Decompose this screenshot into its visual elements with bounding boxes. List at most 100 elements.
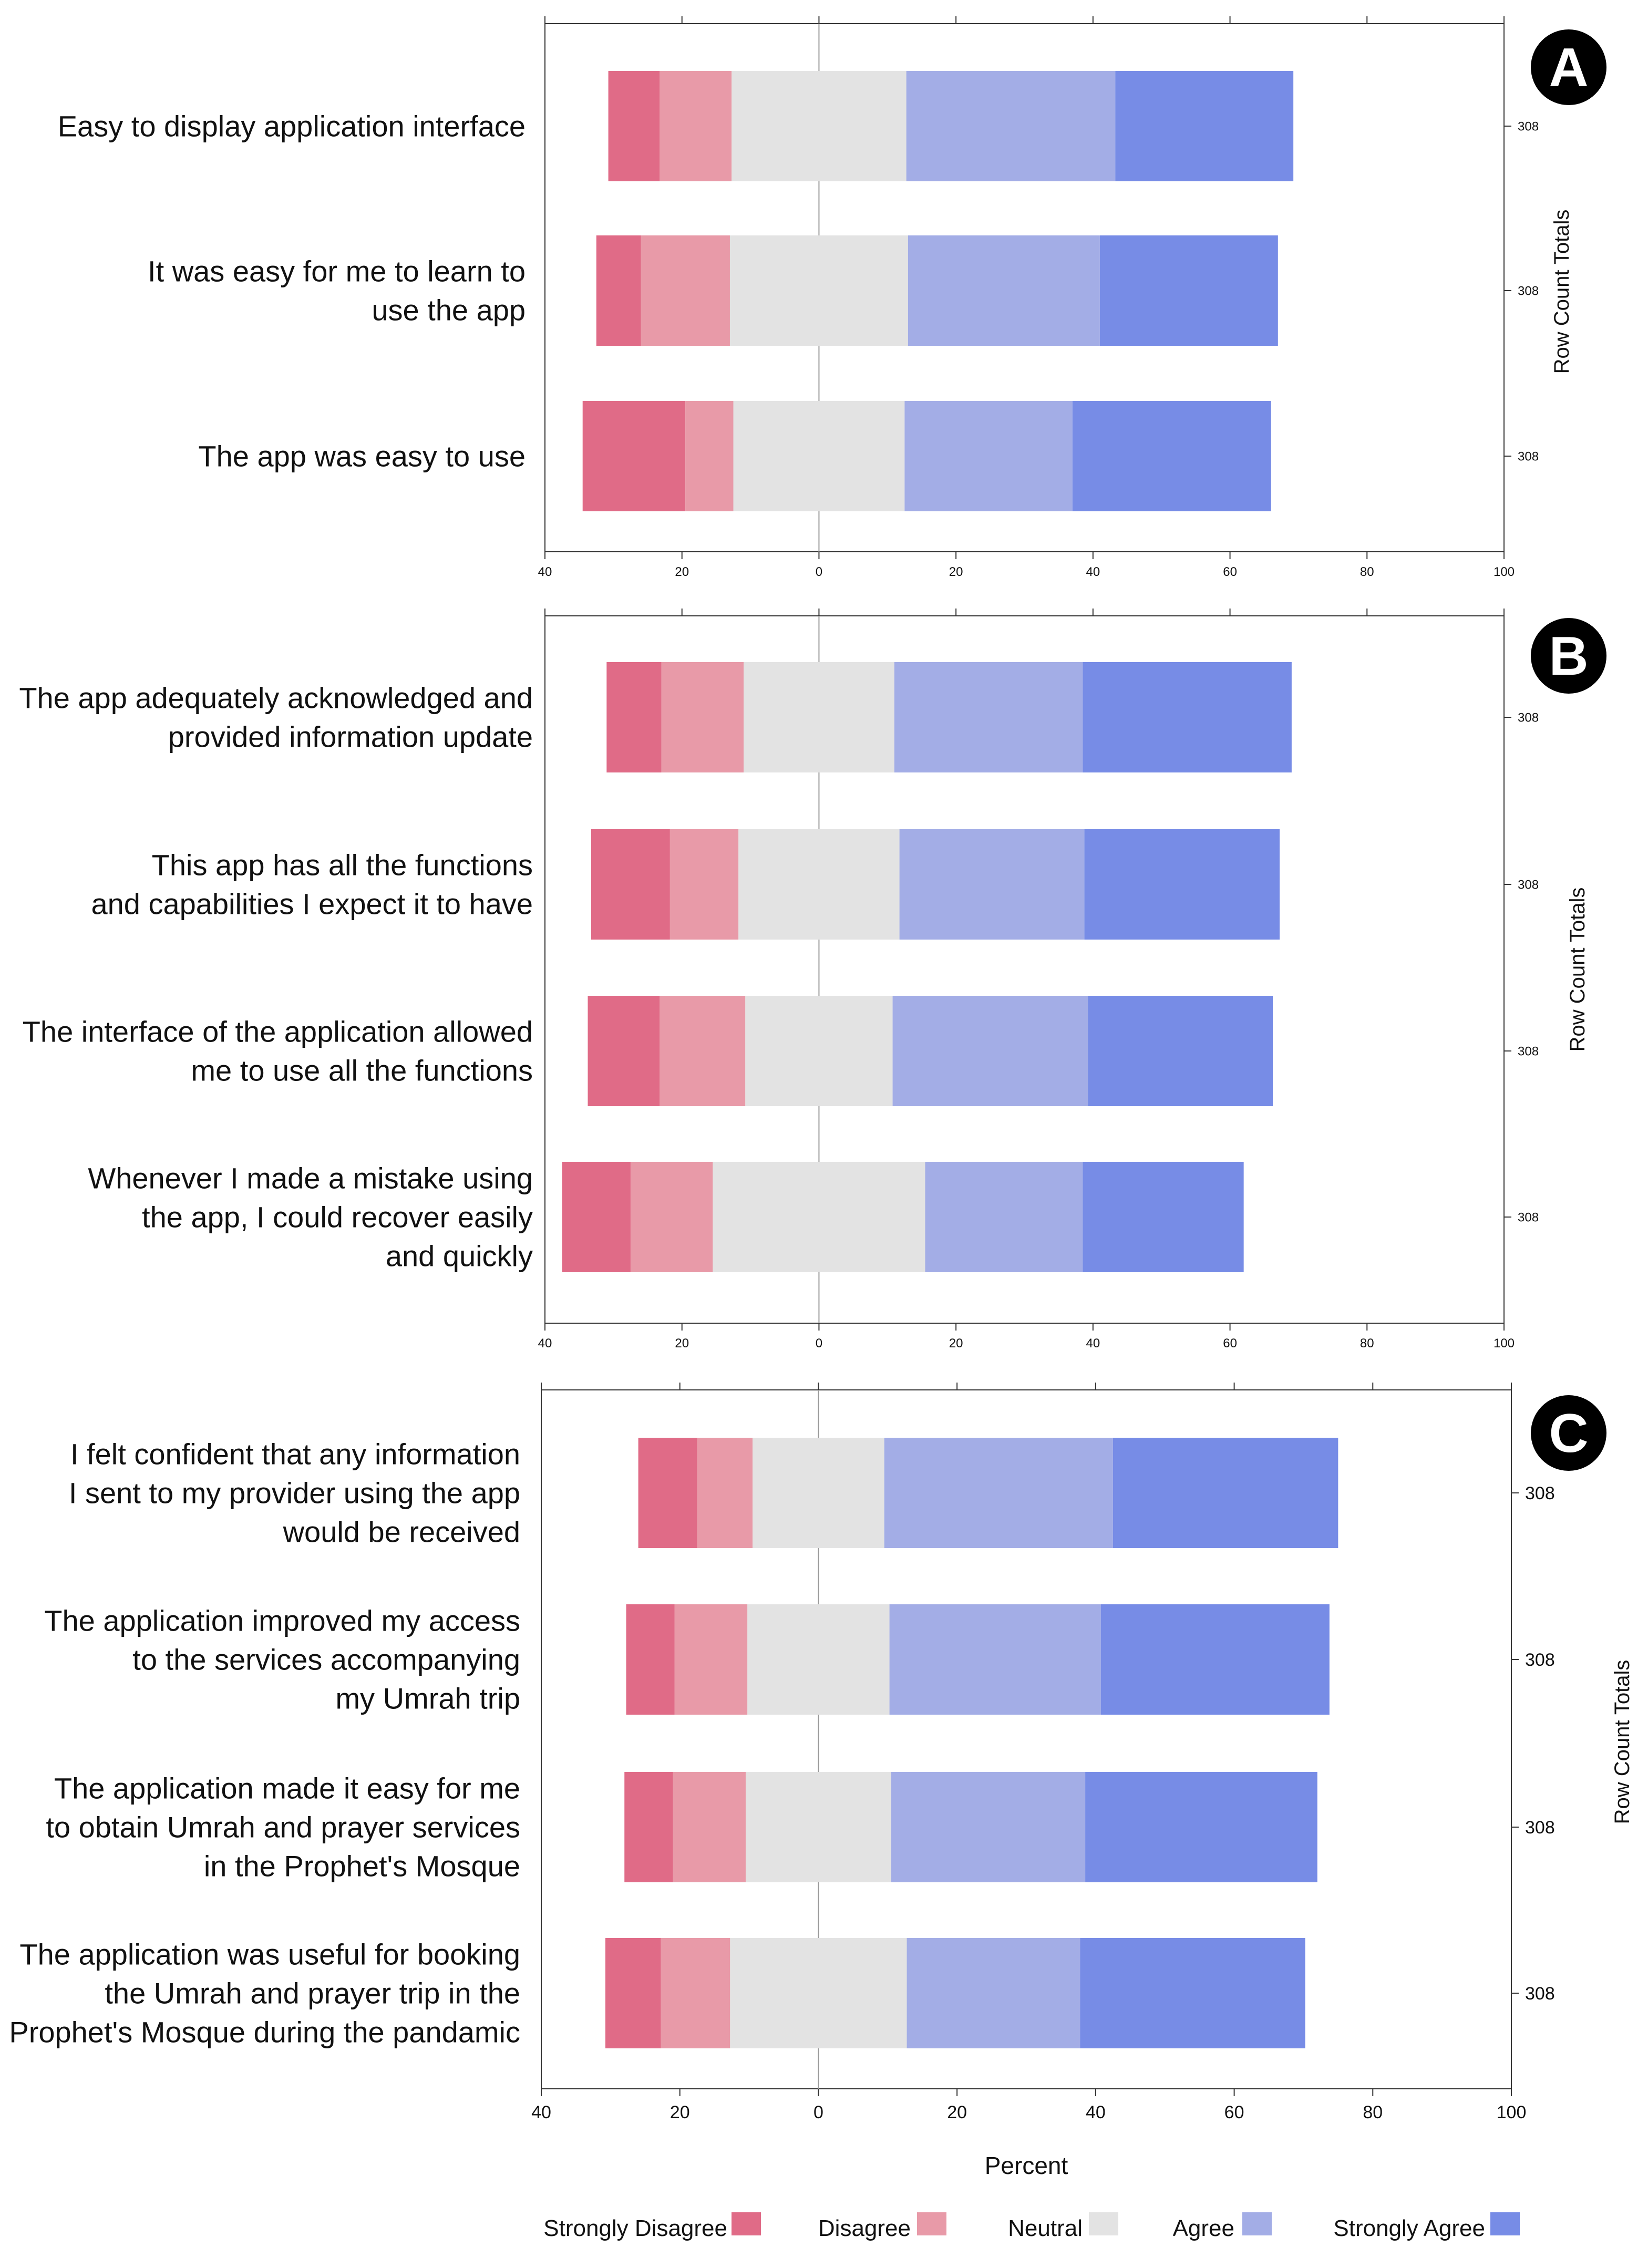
panel-badge [1531,29,1606,105]
bar-segment-disagree [630,1162,713,1272]
category-label: Whenever I made a mistake using the app, … [88,1162,533,1273]
x-tick-label: 60 [1223,565,1237,579]
panel-badge [1531,618,1606,694]
category-label: This app has all the functions and capabi… [91,849,533,921]
bar-segment-disagree [661,662,744,772]
bar-segment-strongly-agree [1080,1938,1305,2048]
bar-segment-disagree [697,1438,753,1548]
legend-label: Strongly Agree [1333,2215,1485,2241]
bar-segment-strongly-disagree [591,829,670,940]
bar-segment-agree [884,1438,1113,1548]
row-count-total: 308 [1525,1483,1555,1503]
bar-segment-neutral [747,1604,890,1715]
bar-segment-disagree [670,829,739,940]
bar-segment-agree [889,1604,1101,1715]
bar-segment-disagree [673,1772,746,1882]
legend-swatch-disagree [917,2212,946,2235]
panel-a: 40 20 0 20 40 60 80 100 Easy to display applicat… [58,16,1606,579]
row-count-total: 308 [1525,1818,1555,1838]
category-label: It was easy for me to learn to use the ap… [148,255,526,327]
panel-badge-letter: C [1549,1403,1588,1464]
category-label: The application was useful for booking th… [9,1938,520,2049]
panel-b: 40 20 0 20 40 60 80 100 The app adequately ackno… [19,609,1606,1351]
bar-segment-neutral [753,1438,884,1548]
x-tick-label: 60 [1224,2102,1244,2122]
x-tick-label: 20 [949,1336,963,1351]
bar-segment-strongly-disagree [562,1162,631,1272]
category-label: The app adequately acknowledged and provi… [19,682,533,754]
bar-segment-disagree [685,401,734,511]
x-tick-label: 40 [538,1336,552,1351]
bar-segment-neutral [745,996,893,1106]
right-axis-title: Row Count Totals [1611,1660,1634,1824]
row-count-total: 308 [1518,449,1539,463]
bar-segment-strongly-agree [1099,235,1278,346]
bar-segment-agree [908,235,1100,346]
x-tick-label: 0 [813,2102,823,2122]
bar-segment-neutral [730,1938,907,2048]
category-label: The application improved my access to the… [44,1604,520,1715]
x-tick-label: 20 [670,2102,690,2122]
x-tick-label: 20 [675,1336,689,1351]
legend-label: Strongly Disagree [543,2215,727,2241]
bar-segment-agree [892,996,1088,1106]
bar-segment-agree [894,662,1083,772]
bar-segment-strongly-agree [1085,1772,1317,1882]
x-tick-label: 40 [1086,2102,1106,2122]
legend-swatch-agree [1242,2212,1272,2235]
bar-segment-strongly-disagree [582,401,686,511]
bar-segment-agree [891,1772,1086,1882]
x-tick-label: 40 [538,565,552,579]
legend-label: Neutral [1008,2215,1083,2241]
bar-segment-neutral [744,662,894,772]
category-label: The application made it easy for me to ob… [46,1772,520,1883]
bar-segment-strongly-agree [1115,71,1294,181]
row-count-total: 308 [1518,1210,1539,1224]
x-tick-label: 80 [1360,565,1374,579]
x-tick-label: 100 [1497,2102,1527,2122]
category-label: The interface of the application allowed… [23,1015,533,1087]
bar-segment-strongly-disagree [608,71,660,181]
legend-label: Disagree [818,2215,911,2241]
bar-segment-strongly-disagree [605,1938,661,2048]
bar-segment-agree [925,1162,1083,1272]
x-tick-label: 40 [1086,1336,1100,1351]
x-tick-label: 40 [531,2102,551,2122]
plot-frame [544,23,1505,552]
bar-segment-strongly-disagree [596,235,641,346]
legend-label: Agree [1173,2215,1234,2241]
bar-segment-disagree [674,1604,748,1715]
bar-segment-strongly-agree [1083,1162,1244,1272]
bar-segment-agree [904,401,1073,511]
row-count-total: 308 [1518,284,1539,298]
row-count-total: 308 [1518,119,1539,133]
legend-swatch-strongly-disagree [732,2212,761,2235]
category-label: I felt confident that any information I s… [69,1438,520,1549]
panel-badge [1531,1395,1606,1471]
category-label: Easy to display application interface [58,110,526,143]
x-tick-label: 40 [1086,565,1100,579]
bar-segment-strongly-agree [1084,829,1280,940]
row-count-total: 308 [1518,878,1539,892]
x-tick-label: 80 [1363,2102,1383,2122]
bar-segment-strongly-disagree [606,662,662,772]
category-label: The app was easy to use [198,440,526,473]
x-tick-label: 20 [947,2102,967,2122]
bar-segment-neutral [738,829,900,940]
panel-badge-letter: A [1549,37,1588,98]
right-axis-title: Row Count Totals [1566,888,1589,1052]
plot-frame [541,1389,1512,2089]
row-count-total: 308 [1518,1044,1539,1058]
x-tick-label: 80 [1360,1336,1374,1351]
x-tick-label: 100 [1494,1336,1515,1351]
x-tick-label: 20 [949,565,963,579]
legend-swatch-neutral [1089,2212,1118,2235]
bar-segment-strongly-disagree [626,1604,675,1715]
panel-c: 40 20 0 20 40 60 80 100 I felt confident that an… [9,1383,1634,2179]
legend: Strongly Disagree Disagree Neutral Agree Str… [543,2212,1520,2241]
bar-segment-disagree [641,235,730,346]
panel-badge-letter: B [1549,626,1588,687]
bar-segment-strongly-agree [1083,662,1292,772]
bar-segment-strongly-agree [1113,1438,1338,1548]
